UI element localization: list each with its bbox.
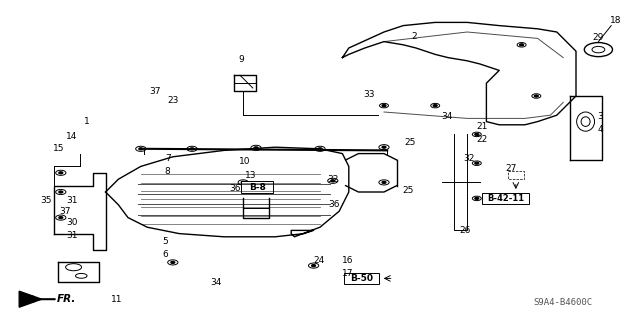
Text: 36: 36: [229, 184, 241, 193]
Circle shape: [59, 172, 63, 174]
Text: 32: 32: [327, 175, 339, 184]
Circle shape: [190, 148, 194, 150]
Text: 15: 15: [53, 144, 65, 153]
Circle shape: [475, 162, 479, 164]
Text: 22: 22: [476, 135, 488, 144]
Text: 27: 27: [505, 164, 516, 173]
Text: 13: 13: [245, 171, 257, 180]
Text: 4: 4: [598, 125, 603, 134]
FancyBboxPatch shape: [482, 193, 529, 204]
Circle shape: [433, 105, 437, 107]
Circle shape: [254, 147, 258, 149]
Text: 34: 34: [441, 112, 452, 121]
Text: 35: 35: [40, 196, 52, 204]
Circle shape: [171, 261, 175, 263]
Circle shape: [331, 180, 335, 182]
Circle shape: [475, 133, 479, 135]
Circle shape: [312, 265, 316, 267]
Text: 11: 11: [111, 295, 123, 304]
Text: 2: 2: [412, 32, 417, 41]
Text: 18: 18: [610, 16, 621, 25]
Circle shape: [318, 148, 322, 150]
Text: 16: 16: [342, 256, 353, 265]
Text: 25: 25: [403, 186, 414, 195]
Text: 36: 36: [328, 200, 340, 209]
Text: 32: 32: [463, 154, 475, 163]
Polygon shape: [19, 291, 42, 307]
Text: 30: 30: [67, 218, 78, 227]
Text: 29: 29: [593, 33, 604, 42]
Circle shape: [59, 191, 63, 193]
Circle shape: [534, 95, 538, 97]
Text: 9: 9: [239, 55, 244, 64]
Text: 3: 3: [598, 112, 603, 121]
Text: 24: 24: [313, 256, 324, 265]
Text: 8: 8: [165, 167, 170, 176]
Text: 25: 25: [404, 138, 415, 147]
Circle shape: [520, 44, 524, 46]
Text: FR.: FR.: [56, 294, 76, 304]
Circle shape: [59, 217, 63, 219]
Text: 37: 37: [150, 87, 161, 96]
Text: 7: 7: [165, 154, 170, 163]
Text: 33: 33: [364, 90, 375, 99]
Text: 10: 10: [239, 157, 251, 166]
Text: 23: 23: [167, 96, 179, 105]
Text: 1: 1: [84, 117, 89, 126]
Text: B-50: B-50: [350, 274, 373, 283]
Text: B-8: B-8: [249, 183, 266, 192]
Circle shape: [382, 105, 386, 107]
Text: 26: 26: [460, 226, 471, 235]
Text: 6: 6: [163, 250, 168, 259]
Text: 37: 37: [60, 207, 71, 216]
FancyBboxPatch shape: [508, 171, 524, 179]
Text: S9A4-B4600C: S9A4-B4600C: [534, 298, 593, 307]
Text: 34: 34: [211, 278, 222, 287]
Text: 14: 14: [66, 132, 77, 140]
Text: 31: 31: [67, 231, 78, 240]
Text: 5: 5: [163, 237, 168, 246]
Circle shape: [139, 148, 143, 150]
Circle shape: [241, 181, 245, 183]
Text: 21: 21: [476, 122, 488, 131]
Circle shape: [382, 146, 386, 148]
Circle shape: [475, 197, 479, 199]
Circle shape: [382, 181, 386, 183]
FancyBboxPatch shape: [344, 273, 379, 284]
Text: 17: 17: [342, 269, 353, 278]
FancyBboxPatch shape: [241, 181, 273, 193]
Text: B-42-11: B-42-11: [487, 194, 524, 203]
Text: 31: 31: [67, 196, 78, 204]
